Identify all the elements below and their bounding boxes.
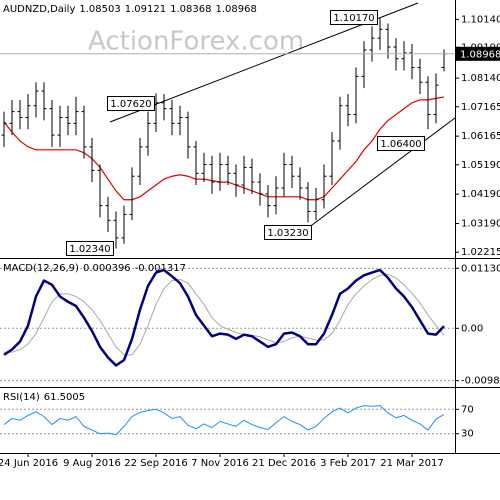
y-tick-label: 30 bbox=[461, 429, 474, 440]
panel-title: MACD(12,26,9) bbox=[3, 263, 79, 274]
x-tick-label: 7 Nov 2016 bbox=[191, 458, 249, 469]
annotation-label: 1.02340 bbox=[69, 244, 110, 255]
plot-area bbox=[0, 18, 455, 436]
y-tick-label: 70 bbox=[461, 404, 474, 415]
y-tick-label: 0.00 bbox=[461, 323, 483, 334]
annotation-label: 1.07620 bbox=[110, 99, 151, 110]
rsi-header: RSI(14) 61.5005 bbox=[3, 392, 85, 403]
annotation: 1.03230 bbox=[264, 225, 312, 240]
chart-header: AUDNZD,Daily 1.08503 1.09121 1.08368 1.08968 bbox=[3, 4, 257, 15]
moving-average bbox=[3, 96, 445, 201]
y-tick-label: 1.05190 bbox=[461, 160, 500, 171]
panel-title: RSI(14) bbox=[3, 392, 40, 403]
y-tick-label: 1.08140 bbox=[461, 73, 500, 84]
x-tick-label: 22 Sep 2016 bbox=[124, 458, 187, 469]
chart-title: AUDNZD,Daily bbox=[3, 4, 75, 15]
y-tick-label: 1.07165 bbox=[461, 102, 500, 113]
indicator-line bbox=[4, 273, 445, 356]
annotation-label: 1.06400 bbox=[380, 139, 421, 150]
annotation: 1.07620 bbox=[107, 96, 155, 111]
signal-value: -0.001317 bbox=[135, 263, 186, 274]
x-tick-label: 24 Jun 2016 bbox=[0, 458, 58, 469]
annotation: 1.10170 bbox=[330, 10, 378, 25]
open-value: 1.08503 bbox=[79, 4, 120, 15]
y-tick-label: 0.011308 bbox=[461, 263, 500, 274]
watermark: ActionForex.com bbox=[88, 27, 304, 57]
low-value: 1.08368 bbox=[170, 4, 211, 15]
y-tick-label: 1.10140 bbox=[461, 14, 500, 25]
current-price-box bbox=[456, 46, 500, 61]
close-value: 1.08968 bbox=[215, 4, 256, 15]
y-tick-label: 1.04190 bbox=[461, 189, 500, 200]
current-price-label: 1.08968 bbox=[460, 49, 500, 60]
y-tick-label: 1.03190 bbox=[461, 219, 500, 230]
x-tick-label: 9 Aug 2016 bbox=[63, 458, 121, 469]
indicator-line bbox=[3, 268, 445, 367]
macd-value: 0.000396 bbox=[83, 263, 131, 274]
indicator-line bbox=[3, 405, 445, 436]
x-tick-label: 21 Mar 2017 bbox=[380, 458, 443, 469]
annotation: 1.02340 bbox=[66, 241, 114, 256]
y-tick-label: 1.02215 bbox=[461, 247, 500, 258]
annotation-label: 1.10170 bbox=[333, 13, 374, 24]
x-tick-label: 3 Feb 2017 bbox=[320, 458, 376, 469]
trendline bbox=[295, 117, 456, 238]
annotation-label: 1.03230 bbox=[267, 228, 308, 239]
x-tick-label: 21 Dec 2016 bbox=[252, 458, 316, 469]
y-tick-label: 1.06165 bbox=[461, 131, 500, 142]
macd-header: MACD(12,26,9) 0.000396 -0.001317 bbox=[3, 263, 186, 274]
annotation: 1.06400 bbox=[377, 136, 425, 151]
rsi-value: 61.5005 bbox=[44, 392, 85, 403]
high-value: 1.09121 bbox=[125, 4, 166, 15]
